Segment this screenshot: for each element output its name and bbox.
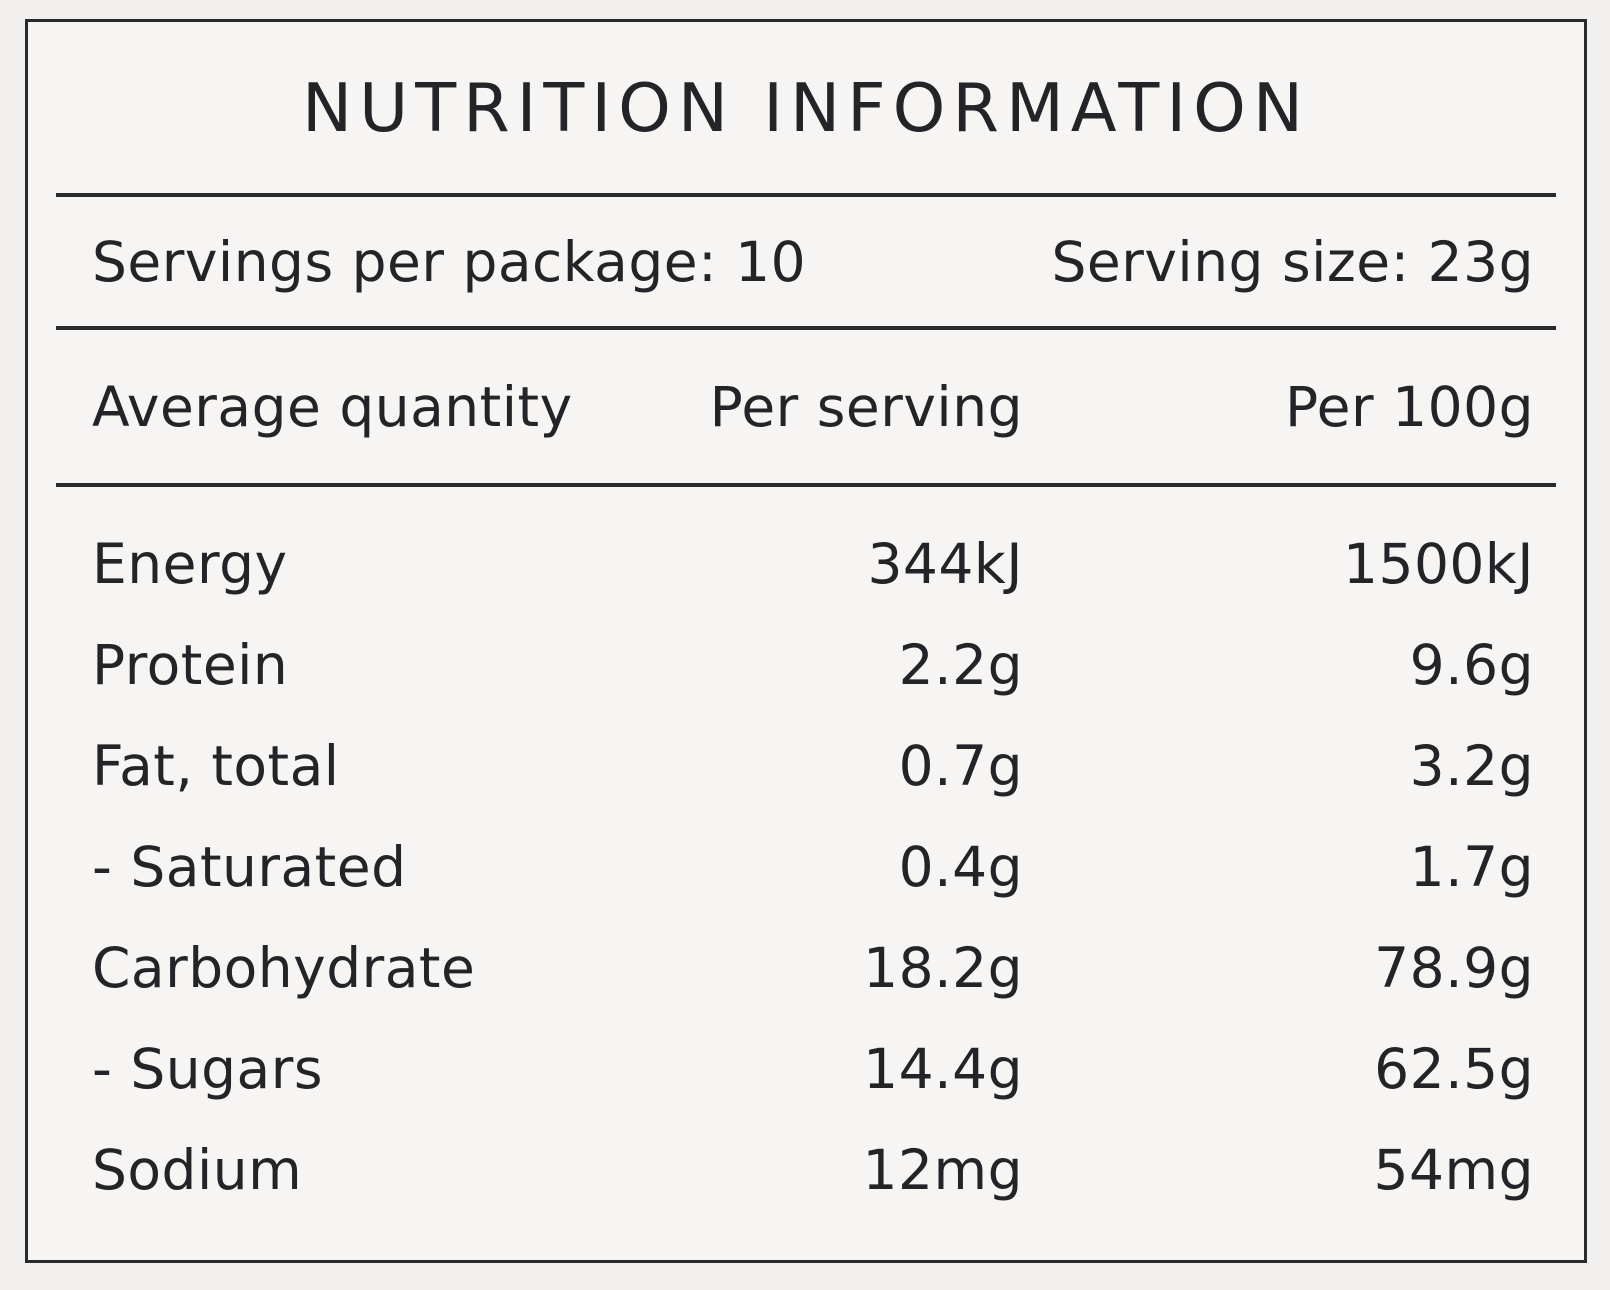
nutrient-value-per-100g: 78.9g — [1374, 935, 1534, 1000]
nutrient-name: Carbohydrate — [92, 935, 476, 1000]
servings-per-package: Servings per package: 10 — [92, 229, 807, 294]
panel-title: NUTRITION INFORMATION — [302, 68, 1310, 147]
nutrient-name: - Sugars — [92, 1036, 323, 1101]
nutrient-name: - Saturated — [92, 834, 407, 899]
nutrient-value-per-100g: 1500kJ — [1342, 531, 1534, 596]
nutrient-value-per-100g: 54mg — [1373, 1137, 1534, 1202]
nutrient-value-per-serving: 14.4g — [863, 1036, 1023, 1101]
divider-top — [56, 193, 1556, 197]
table-row-carbohydrate: Carbohydrate 18.2g 78.9g — [56, 917, 1556, 1018]
table-row-sodium: Sodium 12mg 54mg — [56, 1119, 1556, 1220]
nutrient-value-per-100g: 62.5g — [1374, 1036, 1534, 1101]
column-header-per-serving: Per serving — [709, 374, 1023, 439]
nutrient-name: Energy — [92, 531, 288, 596]
nutrient-value-per-serving: 0.7g — [898, 733, 1023, 798]
nutrient-name: Fat, total — [92, 733, 340, 798]
nutrient-value-per-100g: 9.6g — [1409, 632, 1534, 697]
nutrient-name: Protein — [92, 632, 289, 697]
nutrient-value-per-serving: 2.2g — [898, 632, 1023, 697]
servings-row: Servings per package: 10 Serving size: 2… — [56, 197, 1556, 326]
nutrition-panel: NUTRITION INFORMATION Servings per packa… — [25, 19, 1587, 1263]
table-row-protein: Protein 2.2g 9.6g — [56, 614, 1556, 715]
nutrient-value-per-serving: 12mg — [862, 1137, 1023, 1202]
panel-header: NUTRITION INFORMATION — [56, 22, 1556, 193]
nutrient-table-body: Energy 344kJ 1500kJ Protein 2.2g 9.6g Fa… — [56, 487, 1556, 1220]
nutrient-value-per-serving: 18.2g — [863, 935, 1023, 1000]
column-header-row: Average quantity Per serving Per 100g — [56, 330, 1556, 483]
serving-size: Serving size: 23g — [1051, 229, 1534, 294]
nutrient-value-per-serving: 344kJ — [867, 531, 1023, 596]
nutrient-value-per-serving: 0.4g — [898, 834, 1023, 899]
nutrient-value-per-100g: 1.7g — [1409, 834, 1534, 899]
table-row-sugars: - Sugars 14.4g 62.5g — [56, 1018, 1556, 1119]
column-header-quantity: Average quantity — [92, 374, 573, 439]
column-header-per-100g: Per 100g — [1284, 374, 1534, 439]
table-row-energy: Energy 344kJ 1500kJ — [56, 513, 1556, 614]
nutrient-value-per-100g: 3.2g — [1409, 733, 1534, 798]
table-row-saturated: - Saturated 0.4g 1.7g — [56, 816, 1556, 917]
divider-header — [56, 483, 1556, 487]
divider-middle — [56, 326, 1556, 330]
table-row-fat-total: Fat, total 0.7g 3.2g — [56, 715, 1556, 816]
nutrient-name: Sodium — [92, 1137, 303, 1202]
